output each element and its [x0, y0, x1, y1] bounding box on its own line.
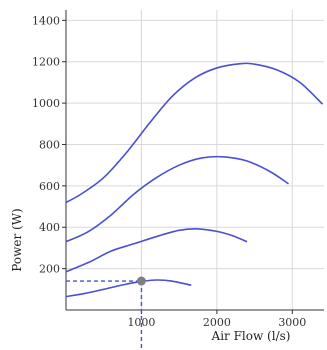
operating-point-marker: [136, 276, 146, 286]
x-tick-label: 1000: [127, 316, 155, 329]
x-tick-label: 2000: [203, 316, 231, 329]
grid: [66, 10, 324, 310]
y-tick-label: 400: [39, 221, 60, 234]
series-line-3: [65, 228, 248, 273]
axes: [65, 10, 324, 311]
series-line-4: [65, 279, 192, 298]
y-tick-label: 1400: [32, 14, 60, 27]
y-tick-label: 1000: [32, 97, 60, 110]
highlight-group: [66, 276, 146, 348]
x-axis-title: Air Flow (l/s): [211, 329, 291, 343]
y-tick-label: 800: [39, 138, 60, 151]
y-tick-label: 600: [39, 180, 60, 193]
x-tick-label: 3000: [278, 316, 306, 329]
y-tick-label: 1200: [32, 56, 60, 69]
y-axis-title: Power (W): [10, 208, 24, 271]
series-group: [65, 62, 324, 298]
series-line-1: [65, 62, 324, 204]
tick-labels: 200 400 600 800 1000 1200 1400 1000 2000 3000: [32, 14, 306, 329]
series-line-2: [65, 155, 289, 243]
y-tick-label: 200: [39, 263, 60, 276]
